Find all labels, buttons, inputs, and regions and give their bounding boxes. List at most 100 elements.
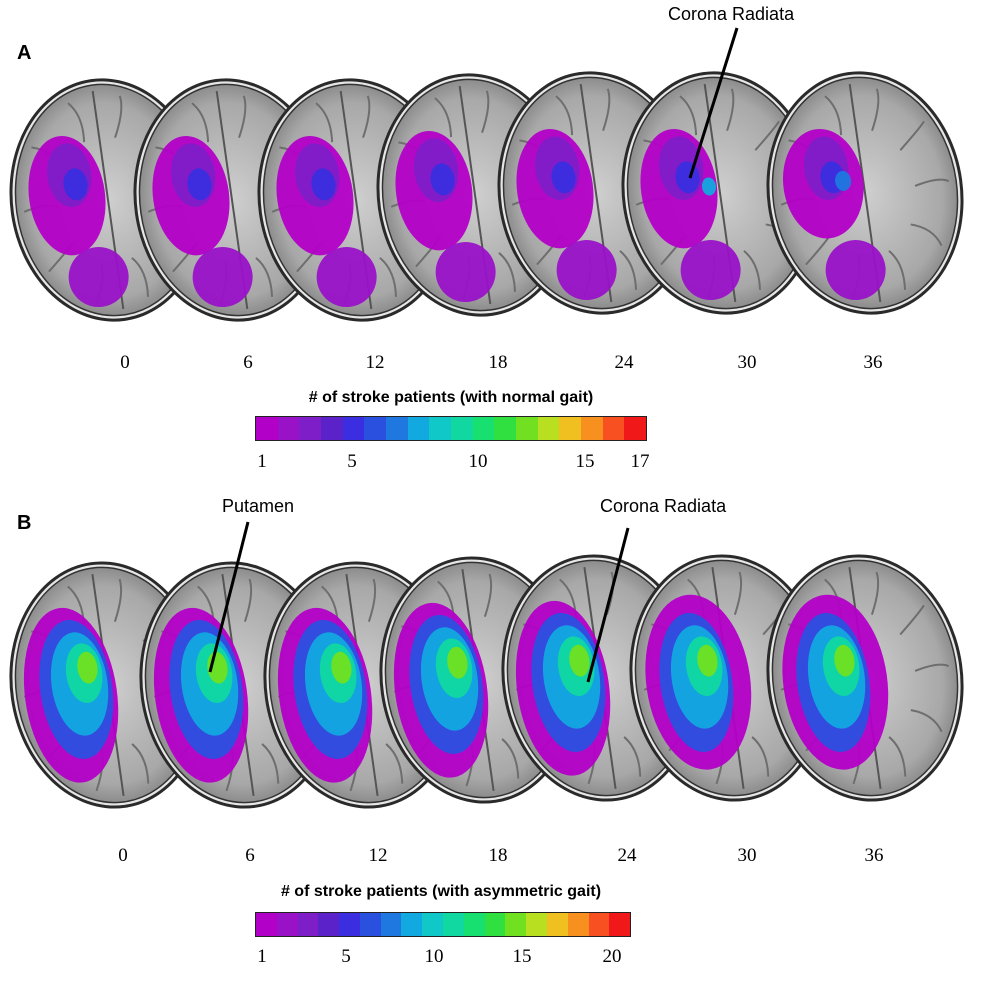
panel-a-brain-slice: [621, 71, 819, 315]
sulcus: [501, 738, 520, 779]
colorbar-cell: [516, 417, 538, 440]
sulcus: [619, 250, 638, 290]
sulcus: [261, 743, 280, 784]
colorbar-cell: [380, 913, 402, 936]
panel-a-letter: A: [17, 42, 32, 64]
sulcus: [910, 709, 943, 733]
panel-b-slice-label: 24: [617, 845, 637, 866]
colorbar-cell: [342, 417, 365, 440]
colorbar-cell: [451, 417, 473, 440]
panel-a-slice-label: 12: [365, 352, 385, 373]
panel-a-colorbar: [255, 416, 647, 441]
panel-a-slice-label: 0: [120, 352, 130, 373]
sulcus: [743, 250, 762, 290]
lesion-overlay: [825, 240, 886, 301]
panel-b-slice-label: 12: [368, 845, 388, 866]
panel-a-colorbar-tick: 17: [630, 451, 650, 472]
panel-b-brain-slice: [766, 554, 964, 802]
colorbar-cell: [318, 913, 340, 936]
colorbar-cell: [494, 417, 517, 440]
panel-a-corona-radiata-pointer: [688, 27, 739, 179]
lesion-overlay: [187, 168, 212, 201]
sulcus: [243, 578, 253, 623]
colorbar-cell: [429, 417, 452, 440]
colorbar-cell: [559, 417, 582, 440]
sulcus: [434, 97, 453, 138]
lesion-overlay: [551, 161, 576, 194]
sulcus: [899, 604, 925, 636]
sulcus: [824, 95, 843, 136]
sulcus: [379, 257, 398, 297]
panel-b-letter: B: [17, 512, 32, 534]
sulcus: [498, 252, 517, 292]
colorbar-cell: [256, 417, 278, 440]
lesion-overlay: [68, 247, 129, 308]
panel-b-colorbar-title: # of stroke patients (with asymmetric ga…: [280, 883, 602, 900]
colorbar-cell: [401, 913, 423, 936]
panel-b-corona-radiata-label: Corona Radiata: [600, 496, 727, 516]
panel-a-colorbar-tick: 15: [575, 451, 595, 472]
colorbar-cell: [505, 913, 527, 936]
sulcus: [888, 736, 907, 777]
colorbar-cell: [602, 417, 625, 440]
panel-a-slice-label: 6: [243, 352, 253, 373]
colorbar-cell: [609, 913, 631, 936]
sulcus: [751, 736, 770, 777]
colorbar-cell: [537, 417, 560, 440]
sulcus: [733, 571, 743, 616]
panel-b-slice-label: 18: [488, 845, 508, 866]
panel-a-colorbar-tick: 1: [257, 451, 267, 472]
colorbar-cell: [299, 417, 322, 440]
colorbar-cell: [422, 913, 444, 936]
colorbar-cell: [567, 913, 589, 936]
sulcus: [367, 578, 377, 623]
sulcus: [385, 743, 404, 784]
sulcus: [888, 250, 907, 290]
colorbar-cell: [588, 913, 610, 936]
panel-a-colorbar-title: # of stroke patients (with normal gait): [308, 389, 594, 406]
sulcus: [481, 90, 490, 134]
sulcus: [238, 95, 247, 139]
panel-a-slice-label: 18: [488, 352, 508, 373]
sulcus: [914, 663, 950, 672]
panel-b-colorbar-tick: 5: [341, 946, 351, 967]
colorbar-cell: [297, 913, 319, 936]
sulcus: [555, 95, 574, 136]
lesion-overlay: [835, 170, 852, 191]
panel-b-colorbar-tick: 20: [602, 946, 622, 967]
lesion-overlay: [430, 163, 455, 196]
sulcus: [602, 88, 611, 132]
lesion-overlay: [435, 242, 496, 303]
sulcus: [623, 736, 642, 777]
panel-b-slice-label: 30: [737, 845, 757, 866]
sulcus: [483, 573, 493, 618]
panel-a-brain-slice: [766, 71, 964, 315]
sulcus: [114, 95, 123, 139]
colorbar-cell: [359, 913, 381, 936]
panel-a-colorbar-tick: 10: [468, 451, 488, 472]
sulcus: [315, 102, 334, 143]
panel-b-slice-label: 36: [864, 845, 884, 866]
colorbar-cell: [364, 417, 387, 440]
sulcus: [910, 223, 943, 247]
sulcus: [679, 95, 698, 136]
panel-b-slice-label: 6: [245, 845, 255, 866]
panel-b-putamen-label: Putamen: [222, 496, 295, 516]
lesion-overlay: [834, 644, 855, 677]
lesion-overlay: [447, 646, 468, 679]
panel-a-colorbar-tick: 5: [347, 451, 357, 472]
sulcus: [191, 102, 210, 143]
colorbar-cell: [581, 417, 603, 440]
lesion-overlay: [701, 177, 717, 196]
panel-b-corona-radiata-pointer: [586, 527, 630, 683]
colorbar-cell: [484, 913, 506, 936]
sulcus: [726, 88, 735, 132]
panel-b-colorbar-tick: 1: [257, 946, 267, 967]
sulcus: [131, 743, 150, 784]
colorbar-cell: [256, 913, 277, 936]
panel-b-colorbar-tick: 15: [512, 946, 532, 967]
lesion-overlay: [680, 240, 741, 301]
panel-a-slice-label: 36: [863, 352, 883, 373]
sulcus: [67, 102, 86, 143]
